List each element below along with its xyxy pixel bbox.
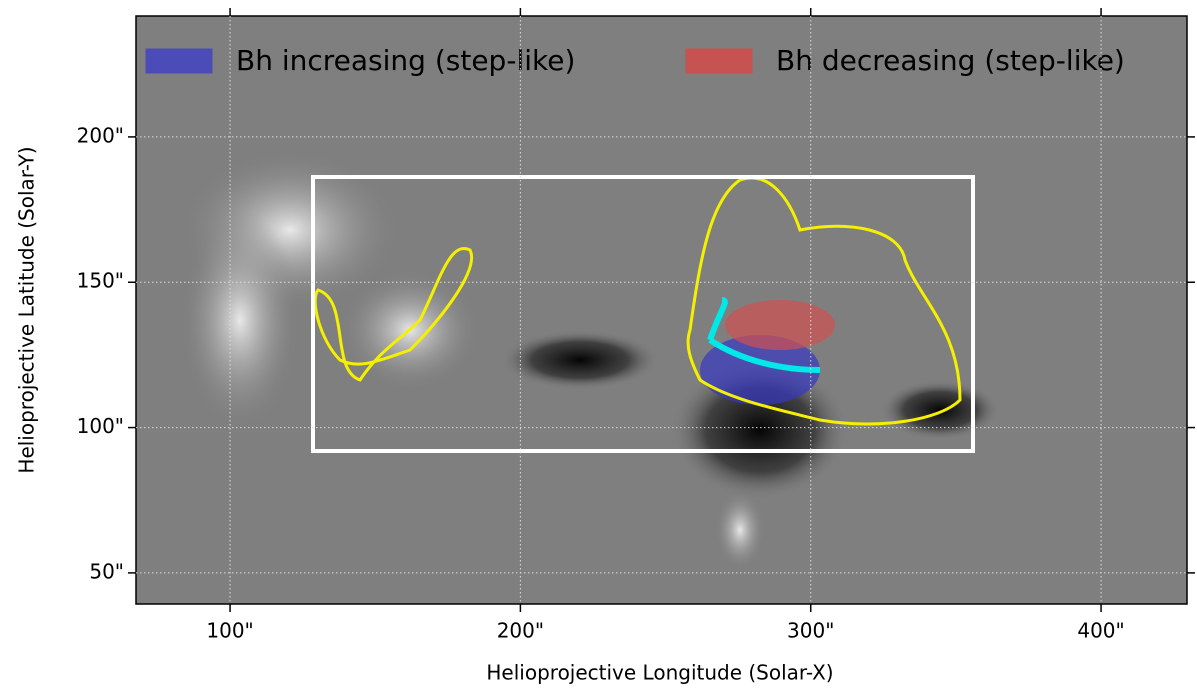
x-tick-label: 300" (787, 619, 834, 643)
legend: Bh increasing (step-like) Bh decreasing (… (145, 44, 1125, 77)
magnetogram (136, 16, 1187, 604)
y-axis-label: Helioprojective Latitude (Solar-Y) (15, 146, 39, 473)
y-tick-label: 150" (77, 269, 124, 293)
x-tick-label: 100" (206, 619, 253, 643)
legend-label: Bh decreasing (step-like) (776, 44, 1125, 77)
legend-swatch (685, 48, 753, 74)
legend-label: Bh increasing (step-like) (236, 44, 575, 77)
plot-frame (135, 15, 1188, 605)
y-tick-label: 200" (77, 123, 124, 147)
legend-swatch (145, 48, 213, 74)
x-tick-label: 400" (1077, 619, 1124, 643)
y-tick-label: 50" (89, 559, 124, 583)
x-axis-label: Helioprojective Longitude (Solar-X) (486, 661, 833, 685)
y-tick-label: 100" (77, 414, 124, 438)
x-tick-label: 200" (497, 619, 544, 643)
